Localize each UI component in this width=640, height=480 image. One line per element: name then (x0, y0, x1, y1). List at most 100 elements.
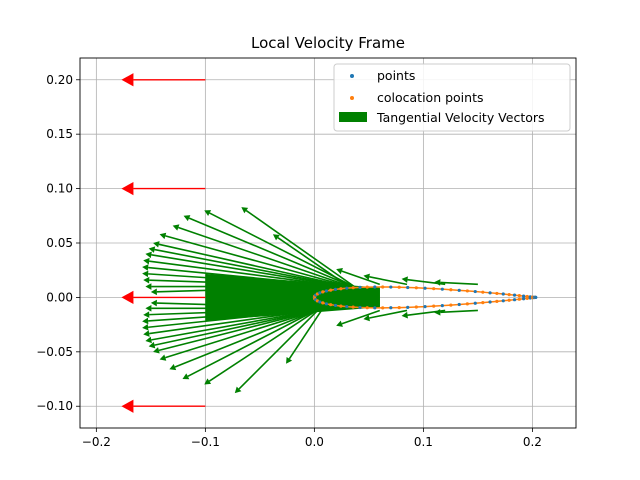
colocation-point-marker (351, 286, 355, 290)
point-marker (324, 302, 329, 306)
point-marker (389, 306, 393, 310)
tangential-vector-shaft (188, 217, 353, 288)
tangential-vector-head (336, 267, 343, 275)
legend-label: Tangential Velocity Vectors (376, 110, 545, 125)
y-tick-label: 0.15 (46, 127, 73, 141)
tangential-vector-shaft (245, 209, 355, 288)
tangential-vector (241, 207, 355, 288)
tangential-vector (145, 307, 328, 344)
point-marker (488, 291, 492, 295)
tangential-vector (148, 246, 347, 288)
tangential-vector-shaft (148, 266, 343, 288)
tangential-vector-head (143, 257, 150, 265)
tangential-vector-shaft (341, 270, 381, 286)
tangential-vector-head (204, 210, 212, 217)
colocation-point-marker (465, 289, 469, 293)
tangential-vector-shaft (148, 307, 332, 322)
y-tick-label: 0.05 (46, 236, 73, 250)
tangential-vector-head (434, 309, 441, 316)
tangential-vector-head (286, 356, 293, 364)
legend-colocation-marker (350, 96, 354, 100)
tangential-vector-head (336, 320, 343, 327)
colocation-point-marker (449, 288, 453, 292)
colocation-point-marker (365, 285, 369, 289)
colocation-point-marker (481, 301, 485, 305)
colocation-point-marker (432, 304, 436, 308)
tangential-vector-head (434, 279, 441, 286)
tangential-vector-head (150, 299, 157, 307)
legend-label: points (377, 68, 415, 83)
legend-points-marker (350, 74, 354, 78)
tangential-vector-head (363, 314, 370, 322)
tangential-vector (234, 307, 321, 394)
tangential-vector-shaft (174, 307, 323, 368)
x-tick-label: −0.2 (82, 435, 111, 449)
tangential-vector (204, 210, 354, 288)
colocation-point-marker (481, 290, 485, 294)
tangential-vector-head (182, 373, 190, 380)
tangential-vector (183, 215, 353, 288)
tangential-vector-shaft (149, 307, 329, 335)
tangential-vector-head (142, 270, 149, 278)
tangential-vector-head (401, 311, 408, 319)
tangential-vector-head (145, 283, 152, 290)
tangential-vector-shaft (440, 281, 478, 286)
tangential-vector (159, 232, 350, 288)
tangential-vector-shaft (238, 307, 321, 390)
tangential-vector-head (204, 378, 212, 385)
tangential-vector (143, 307, 333, 318)
tangential-vector (143, 276, 340, 288)
tangential-vector-head (142, 264, 149, 271)
point-marker (473, 301, 477, 305)
point-marker (373, 285, 377, 289)
point-marker (457, 302, 461, 307)
tangential-vector-head (153, 347, 160, 354)
colocation-point-marker (329, 288, 333, 292)
legend-box (333, 63, 571, 132)
tangential-vector (363, 309, 408, 322)
tangential-vector (142, 264, 343, 288)
tangential-vector-head (145, 304, 152, 312)
tangential-vector-shaft (208, 307, 321, 382)
axes-frame (79, 57, 577, 429)
tangential-vector (153, 241, 348, 288)
tangential-vector-head (148, 341, 156, 349)
tangential-vector (434, 309, 478, 316)
tangential-vector-shaft (158, 307, 326, 352)
x-tick-label: −0.1 (191, 435, 220, 449)
tangential-vector-shaft (151, 254, 346, 288)
colocation-point-marker (414, 286, 418, 290)
tangential-vector (143, 257, 344, 288)
tangential-vector-head (145, 336, 152, 344)
tangential-vector-head (272, 234, 280, 241)
colocation-point-marker (397, 306, 401, 310)
tangential-vector (159, 307, 324, 361)
x-tick-label: 0.0 (305, 435, 324, 449)
y-tick-label: −0.05 (36, 345, 73, 359)
point-marker (318, 291, 322, 295)
tangential-vector-head (142, 317, 149, 325)
tangential-vector-shaft (369, 309, 408, 319)
tangential-vector-head (241, 207, 249, 214)
tangential-vector (142, 270, 342, 288)
point-marker (522, 297, 526, 301)
colocation-point-marker (397, 285, 401, 289)
tangential-vector (145, 304, 334, 312)
point-marker (333, 303, 338, 308)
point-marker (512, 293, 517, 297)
colocation-point-marker (381, 285, 385, 289)
freestream-arrow (121, 290, 206, 305)
tangential-vector (150, 299, 336, 310)
colocation-point-marker (339, 287, 343, 291)
tangential-vector-shaft (165, 235, 350, 288)
point-marker (318, 300, 322, 304)
point-marker (501, 292, 505, 296)
point-marker (406, 305, 410, 309)
point-marker (534, 295, 538, 300)
tangential-vector-shaft (178, 226, 351, 288)
tangential-vector-head (150, 288, 157, 296)
tangential-vector-head (142, 323, 149, 331)
colocation-point-marker (414, 305, 418, 309)
point-marker (423, 305, 427, 309)
tangential-vector-head (363, 273, 370, 281)
